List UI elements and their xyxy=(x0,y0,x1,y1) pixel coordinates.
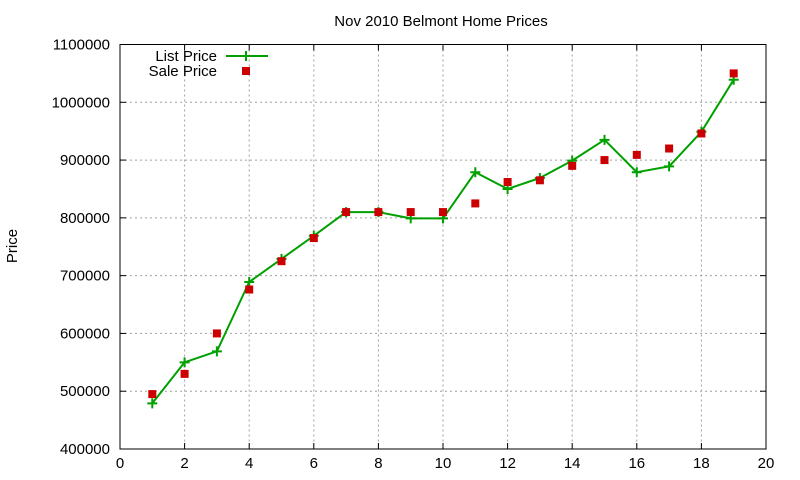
sale-price-point xyxy=(277,257,286,266)
axis-ticks xyxy=(119,44,767,450)
sale-price-point xyxy=(535,176,544,185)
legend-item-list-price: List Price xyxy=(155,48,268,65)
x-axis-tick-labels: 0 2 4 6 8 10 12 14 16 18 20 xyxy=(116,455,775,472)
chart-title: Nov 2010 Belmont Home Prices xyxy=(334,13,547,30)
sale-price-point xyxy=(309,234,318,243)
series-layer xyxy=(147,69,739,409)
x-tick-label: 20 xyxy=(758,455,775,472)
x-tick-label: 12 xyxy=(499,455,516,472)
x-tick-label: 2 xyxy=(180,455,188,472)
list-price-point xyxy=(631,167,642,178)
y-tick-label: 800000 xyxy=(60,210,110,227)
list-price-point xyxy=(211,346,222,357)
sale-price-point xyxy=(148,390,157,399)
list-price-point xyxy=(664,161,675,172)
legend-label-list-price: List Price xyxy=(155,48,217,65)
sale-price-point xyxy=(245,285,254,294)
x-tick-label: 8 xyxy=(374,455,382,472)
legend-marker-list-price xyxy=(241,51,251,61)
sale-price-point xyxy=(729,69,738,78)
y-axis-label: Price xyxy=(4,229,21,263)
sale-price-point xyxy=(697,129,706,138)
sale-price-point xyxy=(180,369,189,378)
legend-label-sale-price: Sale Price xyxy=(149,63,217,80)
x-tick-label: 0 xyxy=(116,455,124,472)
legend: List Price Sale Price xyxy=(149,48,268,80)
y-axis-tick-labels: 400000 500000 600000 700000 800000 900000 1000… xyxy=(52,37,110,459)
sale-price-point xyxy=(503,178,512,187)
x-tick-label: 6 xyxy=(310,455,318,472)
list-price-point xyxy=(179,357,190,368)
sale-price-point xyxy=(471,199,480,208)
list-price-point xyxy=(147,398,158,409)
grid-lines xyxy=(120,44,766,449)
sale-price-point xyxy=(665,144,674,153)
x-tick-label: 14 xyxy=(564,455,581,472)
sale-price-point xyxy=(632,150,641,159)
list-price-point xyxy=(244,276,255,287)
list-price-point xyxy=(470,167,481,178)
y-tick-label: 1000000 xyxy=(52,94,110,111)
y-tick-label: 700000 xyxy=(60,268,110,285)
x-tick-label: 16 xyxy=(628,455,645,472)
x-tick-label: 4 xyxy=(245,455,253,472)
y-tick-label: 1100000 xyxy=(53,37,110,54)
sale-price-point xyxy=(406,208,415,217)
list-price-point xyxy=(599,134,610,145)
sale-price-point xyxy=(374,208,383,217)
x-tick-label: 18 xyxy=(693,455,710,472)
y-tick-label: 900000 xyxy=(60,152,110,169)
sale-price-point xyxy=(439,208,447,217)
legend-item-sale-price: Sale Price xyxy=(149,63,250,80)
sale-price-point xyxy=(600,156,609,165)
y-tick-label: 400000 xyxy=(60,441,110,458)
y-tick-label: 600000 xyxy=(60,325,110,342)
sale-price-point xyxy=(342,208,351,217)
x-tick-label: 10 xyxy=(435,455,452,472)
y-tick-label: 500000 xyxy=(60,383,110,400)
legend-marker-sale-price xyxy=(242,67,250,75)
sale-price-point xyxy=(212,329,221,338)
sale-price-point xyxy=(568,161,577,170)
